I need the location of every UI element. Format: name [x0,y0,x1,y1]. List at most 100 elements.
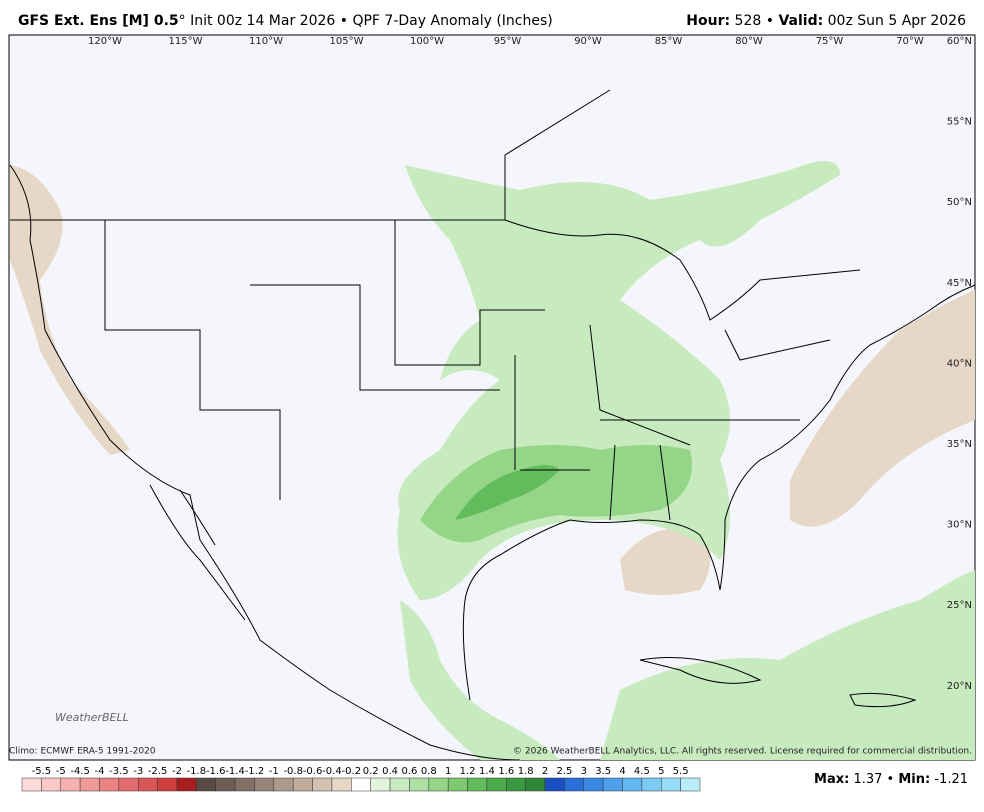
colorbar-swatch [351,777,371,792]
longitude-label: 100°W [410,36,444,47]
colorbar-swatch [428,777,449,792]
colorbar-label: -0.6 [303,766,323,777]
colorbar-swatch [486,777,507,792]
init: Init 00z 14 Mar 2026 [190,13,335,29]
colorbar-label: -1.2 [245,766,265,777]
model: GFS Ext. Ens [M] 0.5 [18,13,179,29]
longitude-label: 120°W [88,36,122,47]
colorbar-label: 0.4 [382,766,398,777]
latitude-label: 35°N [947,439,972,450]
colorbar-label: 1.6 [498,766,514,777]
separator: • [340,13,348,29]
colorbar-label: 0.6 [401,766,417,777]
latitude-label: 45°N [947,278,972,289]
min-label: Min: [898,772,930,787]
longitude-label: 115°W [169,36,203,47]
latitude-label: 55°N [947,117,972,128]
colorbar-swatch [273,777,294,792]
longitude-label: 105°W [330,36,364,47]
colorbar-swatch [583,777,604,792]
colorbar: -5.5 -5 -4.5 -4 -3.5 -3 -2.5 -2 -1.8 -1.6 -1.4 -1.2… [21,766,701,792]
copyright: © 2026 WeatherBELL Analytics, LLC. All r… [513,747,972,757]
colorbar-swatch [41,777,61,792]
colorbar-swatch [409,777,430,792]
colorbar-swatch [234,777,255,792]
colorbar-label: 4.5 [634,766,650,777]
min: -1.21 [934,772,968,787]
logo: WeatherBELL [55,711,129,724]
colorbar-label: -3.5 [109,766,129,777]
latitude-label: 25°N [947,600,972,611]
colorbar-swatch [331,777,352,792]
colorbar-swatch [602,777,623,792]
colorbar-swatch [661,777,681,792]
header-right: Hour: 528 • Valid: 00z Sun 5 Apr 2026 [686,13,966,29]
colorbar-label: -1 [269,766,279,777]
colorbar-swatch [292,777,313,792]
separator: • [887,772,895,787]
header-left: GFS Ext. Ens [M] 0.5° Init 00z 14 Mar 20… [18,13,553,29]
colorbar-swatch [370,777,391,792]
colorbar-swatch [60,777,81,792]
longitude-label: 110°W [249,36,283,47]
colorbar-label: 2 [542,766,548,777]
colorbar-swatch [176,777,197,792]
colorbar-label: 1.8 [518,766,534,777]
longitude-label: 90°W [574,36,602,47]
anomaly-fill [10,161,975,760]
colorbar-swatch [196,777,216,792]
separator: • [766,13,774,29]
colorbar-label: 2.5 [556,766,572,777]
colorbar-swatch [312,777,333,792]
colorbar-swatch [564,777,585,792]
colorbar-swatch [215,777,236,792]
colorbar-label: 5.5 [673,766,689,777]
colorbar-label: -4 [94,766,104,777]
colorbar-label: -2 [172,766,182,777]
colorbar-swatch [680,777,701,792]
climo: Climo: ECMWF ERA-5 1991-2020 [9,747,156,757]
colorbar-label: -2.5 [148,766,168,777]
colorbar-swatch [118,777,139,792]
colorbar-swatch [641,777,662,792]
colorbar-swatch [137,777,158,792]
colorbar-swatch [447,777,468,792]
colorbar-swatch [21,777,42,792]
max: 1.37 [853,772,882,787]
colorbar-swatch [99,777,120,792]
product: QPF 7-Day Anomaly (Inches) [352,13,552,29]
colorbar-swatch [467,777,488,792]
colorbar-swatch [525,777,546,792]
colorbar-swatch [79,777,100,792]
colorbar-swatch [254,777,275,792]
colorbar-label: 3.5 [595,766,611,777]
hour: 528 [735,13,762,29]
colorbar-label: -5.5 [32,766,52,777]
coastlines-borders [9,89,976,761]
colorbar-swatch [622,777,643,792]
colorbar-label: 4 [619,766,625,777]
colorbar-label: 3 [581,766,587,777]
longitude-label: 75°W [816,36,844,47]
degree: ° [179,13,186,29]
colorbar-swatch [157,777,178,792]
colorbar-label: -1.6 [206,766,226,777]
colorbar-label: -1.8 [187,766,207,777]
max-min: Max: 1.37 • Min: -1.21 [814,772,968,787]
colorbar-label: 0.2 [363,766,379,777]
hour-label: Hour: [686,13,730,29]
colorbar-label: 1.2 [460,766,476,777]
latitude-label: 50°N [947,197,972,208]
longitude-label: 80°W [735,36,763,47]
colorbar-label: -0.8 [283,766,303,777]
colorbar-swatch [544,777,565,792]
longitude-label: 95°W [494,36,522,47]
colorbar-label: -5 [56,766,66,777]
latitude-label: 30°N [947,520,972,531]
max-label: Max: [814,772,849,787]
colorbar-swatch [389,777,410,792]
colorbar-label: -0.4 [322,766,342,777]
longitude-labels: 120°W 115°W 110°W 105°W 100°W 95°W 90°W 85°W 80°… [88,36,924,47]
